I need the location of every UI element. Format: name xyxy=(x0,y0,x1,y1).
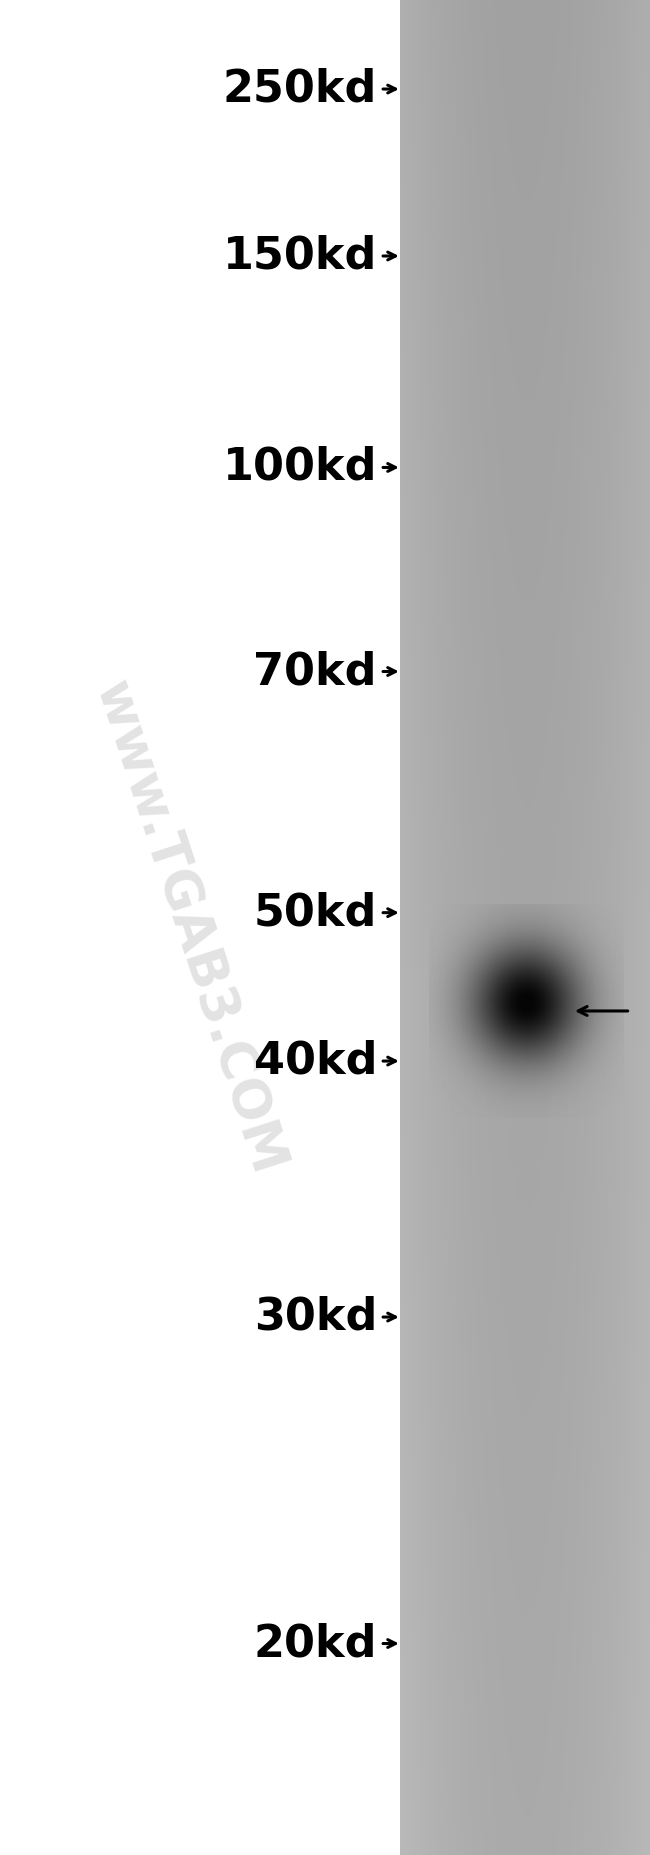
Text: 100kd: 100kd xyxy=(222,445,377,490)
Text: www.TGAB3.COM: www.TGAB3.COM xyxy=(84,673,293,1182)
Text: 20kd: 20kd xyxy=(254,1621,377,1666)
Text: 40kd: 40kd xyxy=(254,1039,377,1083)
Text: 250kd: 250kd xyxy=(222,67,377,111)
Text: 50kd: 50kd xyxy=(254,890,377,935)
Text: 30kd: 30kd xyxy=(254,1295,377,1339)
Text: 150kd: 150kd xyxy=(222,234,377,278)
Text: 70kd: 70kd xyxy=(254,649,377,694)
